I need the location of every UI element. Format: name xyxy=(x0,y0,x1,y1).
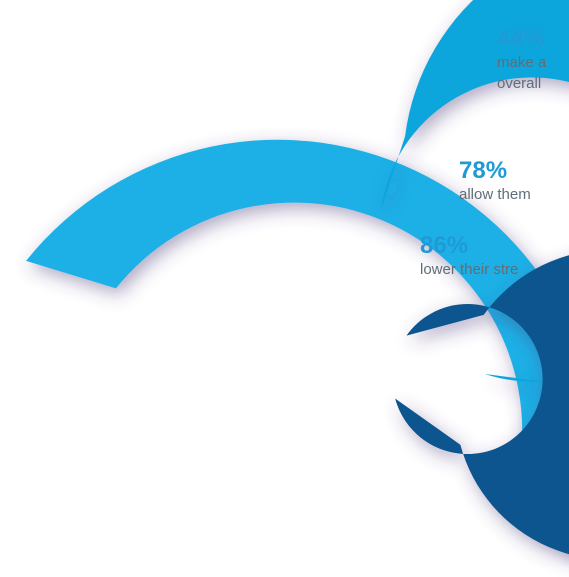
ring-arc-2 xyxy=(395,255,569,555)
series-label-2: 86% lower their stre xyxy=(420,233,518,280)
ring-arc-0 xyxy=(26,139,569,543)
percent-value: 78% xyxy=(459,157,508,184)
series-label-0: 44% make a overall xyxy=(497,26,546,94)
description-line: allow them xyxy=(459,186,531,203)
description-line: lower their stre xyxy=(420,261,519,278)
description-line: overall xyxy=(497,75,542,92)
series-label-1: 78% allow them xyxy=(459,158,531,205)
ring-arc-1 xyxy=(380,0,569,386)
description-line: make a xyxy=(497,54,547,71)
percent-value: 44% xyxy=(497,25,546,52)
percent-value: 86% xyxy=(420,232,469,259)
